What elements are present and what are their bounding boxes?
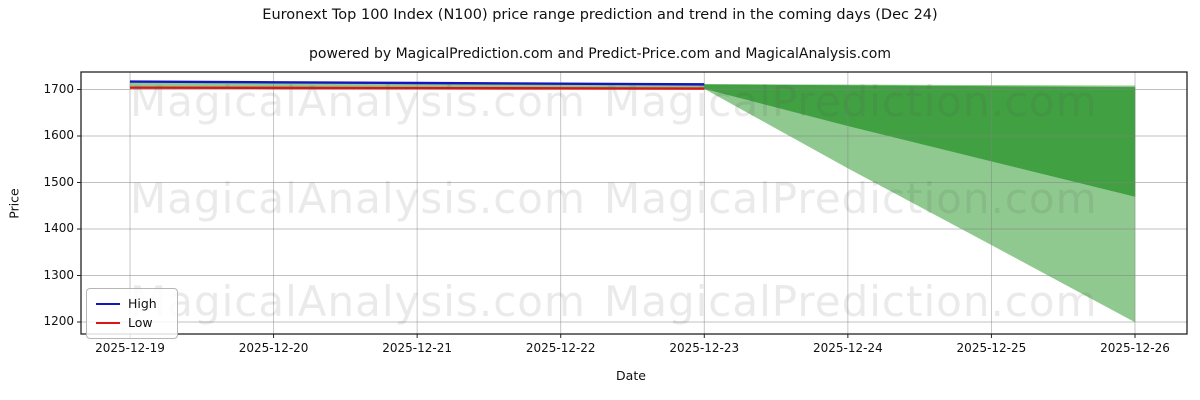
low-line [129,86,705,90]
x-axis-label: Date [616,368,646,383]
legend: High Low [86,288,178,339]
x-tick-label: 2025-12-23 [669,341,740,355]
chart-title: Euronext Top 100 Index (N100) price rang… [262,7,938,23]
y-tick-label: 1500 [43,174,74,189]
low-line-swatch [96,321,120,324]
legend-entry-low: Low [96,313,168,332]
x-tick-label: 2025-12-22 [525,341,596,355]
x-tick-label: 2025-12-26 [1100,341,1170,355]
y-tick-label: 1700 [43,81,74,96]
plot-border [80,71,1188,335]
y-tick-label: 1200 [43,314,74,328]
y-tick-label: 1600 [43,128,74,142]
y-tick-label: 1300 [43,267,74,282]
x-tick-label: 2025-12-20 [238,341,309,355]
legend-label-high: High [128,296,157,311]
legend-label-low: Low [128,315,153,330]
x-tick-label: 2025-12-19 [95,341,165,355]
high-line-swatch [96,302,120,305]
x-tick-label: 2025-12-24 [812,341,883,355]
high-line [129,80,705,86]
chart-subtitle: powered by MagicalPrediction.com and Pre… [309,46,891,62]
y-tick-label: 1400 [43,221,74,235]
legend-entry-high: High [96,294,168,313]
x-tick-label: 2025-12-25 [956,341,1027,355]
x-tick-label: 2025-12-21 [382,341,453,355]
